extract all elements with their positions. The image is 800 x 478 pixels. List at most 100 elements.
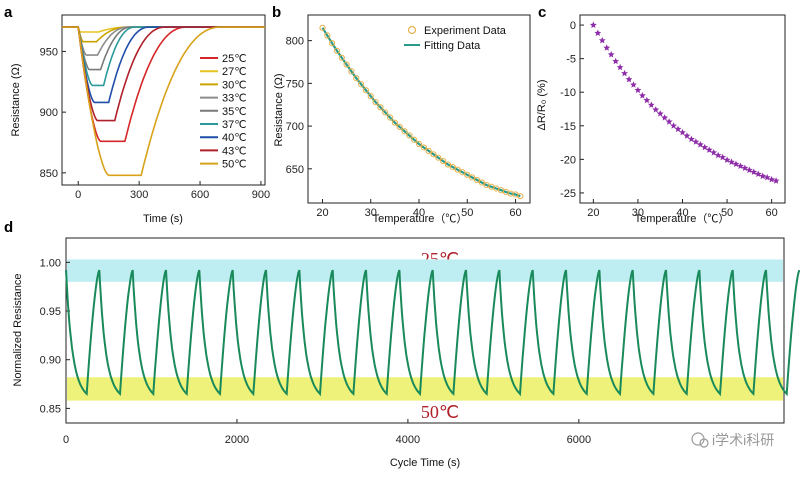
watermark-text: i学术i科研 bbox=[712, 432, 774, 448]
legend-label: 27℃ bbox=[222, 66, 247, 78]
panel-d-xtick-label: 0 bbox=[63, 434, 69, 446]
data-point-star bbox=[750, 168, 758, 175]
legend-label: 33℃ bbox=[222, 93, 247, 105]
data-point-star bbox=[652, 106, 660, 113]
experiment-point bbox=[459, 169, 466, 176]
data-point-star bbox=[661, 114, 669, 121]
experiment-point bbox=[440, 158, 447, 165]
panel-b-xtick-label: 50 bbox=[461, 207, 473, 219]
panel-a-xtick-label: 900 bbox=[252, 189, 270, 201]
experiment-point bbox=[372, 99, 379, 106]
panel-b-ytick-label: 800 bbox=[286, 36, 304, 48]
data-point-star bbox=[710, 149, 718, 156]
data-point-star bbox=[772, 177, 780, 184]
panel-a-ytick-label: 900 bbox=[40, 107, 58, 119]
panel-label-a: a bbox=[4, 4, 13, 21]
experiment-point bbox=[464, 171, 471, 178]
data-point-star bbox=[759, 172, 767, 180]
data-point-star bbox=[656, 110, 664, 117]
experiment-point bbox=[329, 40, 336, 47]
data-point-star bbox=[665, 118, 673, 125]
panel-c-xtick-label: 60 bbox=[766, 207, 778, 219]
experiment-point bbox=[391, 119, 398, 126]
panel-b-xtick-label: 30 bbox=[365, 207, 377, 219]
band-1 bbox=[67, 377, 783, 401]
panel-label-d: d bbox=[4, 219, 13, 236]
panel-d-ytick-label: 0.85 bbox=[40, 403, 61, 415]
data-point-star bbox=[705, 146, 713, 153]
legend-swatch-experiment bbox=[407, 25, 417, 35]
panel-d-frame bbox=[65, 237, 785, 424]
band-0 bbox=[67, 259, 783, 282]
data-point-star bbox=[625, 75, 633, 83]
panel-c-xtick-label: 40 bbox=[676, 207, 688, 219]
panel-a-xtick-label: 0 bbox=[75, 189, 81, 201]
panel-a-frame bbox=[61, 14, 266, 186]
data-point-star bbox=[612, 57, 620, 65]
panel-c-frame bbox=[579, 14, 786, 204]
panel-c-ytick-label: -15 bbox=[560, 121, 576, 133]
experiment-point bbox=[348, 68, 355, 75]
legend-label: 30℃ bbox=[222, 79, 247, 91]
panel-c-xlabel: Temperature（℃） bbox=[635, 212, 730, 225]
panel-b-xtick-label: 60 bbox=[509, 207, 521, 219]
panel-c-ytick-label: -10 bbox=[560, 87, 576, 99]
panel-b-ytick-label: 700 bbox=[286, 121, 304, 133]
panel-c-ytick-label: -5 bbox=[566, 54, 576, 66]
data-point-star bbox=[630, 81, 637, 88]
legend-label: 40℃ bbox=[222, 132, 247, 144]
experiment-point bbox=[411, 136, 418, 143]
panel-d-ylabel: Normalized Resistance bbox=[12, 273, 24, 386]
experiment-point bbox=[377, 104, 384, 111]
data-point-star bbox=[741, 164, 749, 171]
panel-c-xtick-label: 20 bbox=[587, 207, 599, 219]
series-line-50℃ bbox=[62, 26, 265, 177]
experiment-point bbox=[444, 161, 452, 168]
watermark-icon-small bbox=[699, 438, 709, 448]
data-point-star bbox=[683, 132, 691, 139]
watermark: i学术i科研 bbox=[691, 432, 774, 448]
experiment-point bbox=[333, 47, 341, 54]
data-point-star bbox=[674, 125, 682, 133]
data-point-star bbox=[701, 143, 709, 151]
data-point-star bbox=[634, 86, 642, 94]
experiment-point bbox=[401, 128, 408, 135]
data-point-star bbox=[621, 69, 628, 77]
data-point-star bbox=[607, 51, 615, 58]
data-point-star bbox=[639, 92, 646, 99]
data-point-star bbox=[670, 122, 677, 129]
experiment-point bbox=[357, 81, 365, 88]
experiment-point bbox=[420, 144, 427, 151]
panel-a-ytick-label: 850 bbox=[40, 168, 58, 180]
panel-label-b: b bbox=[272, 4, 281, 21]
panel-a-xlabel: Time (s) bbox=[143, 213, 183, 225]
panel-b-ytick-label: 750 bbox=[286, 78, 304, 90]
data-point-star bbox=[647, 101, 655, 108]
legend-label-fitting: Fitting Data bbox=[424, 40, 481, 52]
legend-label-experiment: Experiment Data bbox=[424, 25, 507, 37]
experiment-point bbox=[425, 147, 432, 154]
panel-d-xlabel: Cycle Time (s) bbox=[390, 457, 460, 469]
experiment-point bbox=[324, 32, 331, 39]
experiment-point bbox=[343, 61, 350, 68]
experiment-point bbox=[406, 132, 413, 139]
legend-label: 25℃ bbox=[222, 53, 247, 65]
panel-a-ytick-label: 950 bbox=[40, 46, 58, 58]
panel-a-ylabel: Resistance (Ω) bbox=[10, 63, 22, 136]
panel-c-ytick-label: -20 bbox=[560, 154, 576, 166]
data-point-star bbox=[616, 63, 624, 71]
experiment-point bbox=[430, 151, 437, 158]
cycle-series-line bbox=[65, 269, 800, 397]
experiment-point bbox=[362, 87, 370, 94]
band-label-50: 50℃ bbox=[421, 402, 459, 422]
legend-label: 37℃ bbox=[222, 119, 247, 131]
legend-label: 35℃ bbox=[222, 106, 247, 118]
experiment-point bbox=[353, 75, 360, 82]
data-point-star bbox=[719, 153, 726, 161]
experiment-point bbox=[435, 154, 442, 161]
panel-a-plot bbox=[62, 26, 265, 177]
experiment-point bbox=[468, 174, 476, 181]
data-point-star bbox=[643, 96, 651, 104]
experiment-point bbox=[454, 166, 461, 173]
